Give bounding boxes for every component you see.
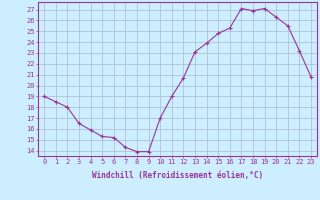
- X-axis label: Windchill (Refroidissement éolien,°C): Windchill (Refroidissement éolien,°C): [92, 171, 263, 180]
